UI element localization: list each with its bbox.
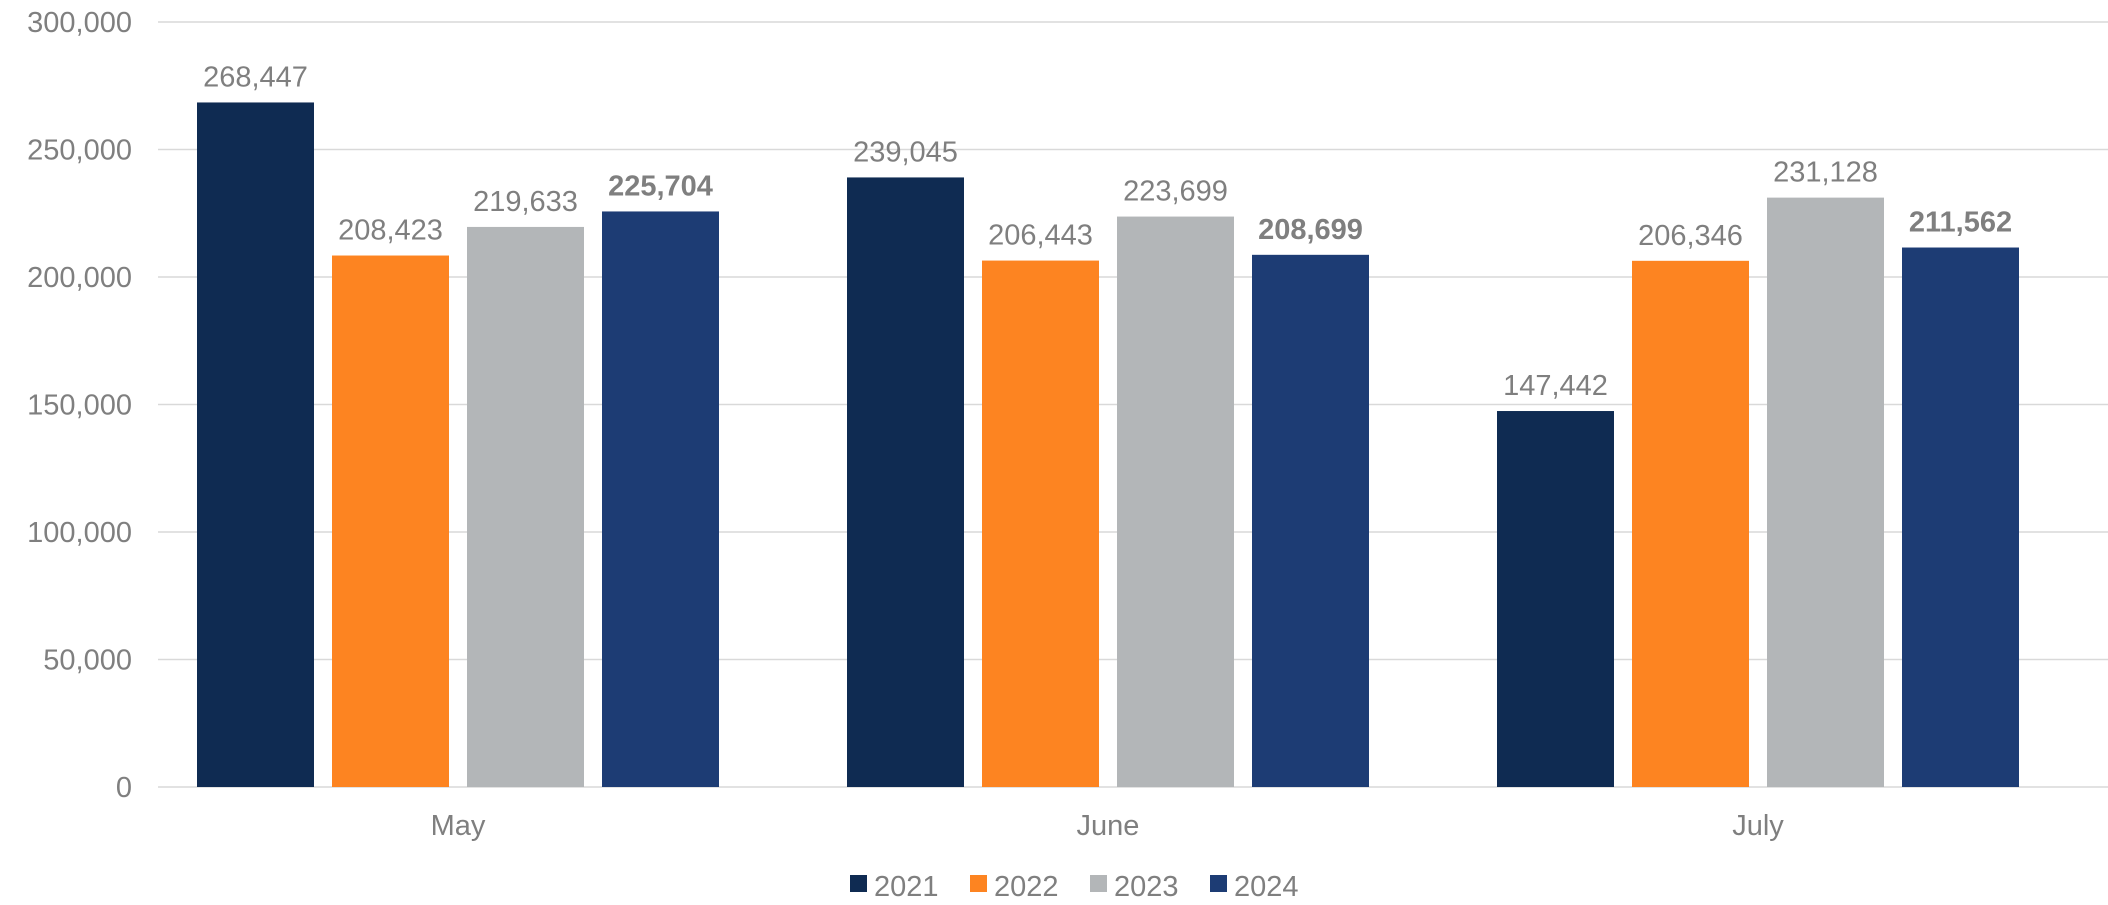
legend-item-2021: 2021 [850,871,939,903]
bar-2024-may [602,211,719,787]
data-label: 225,704 [608,170,713,202]
x-tick-label: July [1732,810,1784,842]
data-labels: 268,447 208,423 219,633 225,704 239,045 206,4… [203,61,2012,402]
legend-swatch [970,875,987,892]
bar-2022-july [1632,260,1749,787]
data-label: 208,423 [338,215,443,247]
data-label: 231,128 [1773,157,1878,189]
bar-2021-june [847,177,964,788]
y-tick-label: 300,000 [27,7,132,39]
data-label: 206,346 [1638,220,1743,252]
data-label: 206,443 [988,220,1093,252]
legend-swatch [850,875,867,892]
bar-2024-june [1252,254,1369,787]
bars [197,102,2019,788]
data-label: 239,045 [853,136,958,168]
data-label: 208,699 [1258,214,1363,246]
y-tick-label: 50,000 [43,645,132,677]
x-axis-tick-labels: May June July [431,810,1785,842]
y-tick-label: 200,000 [27,262,132,294]
data-label: 268,447 [203,61,308,93]
bar-2023-june [1117,216,1234,787]
y-tick-label: 0 [116,772,132,804]
data-label: 219,633 [473,186,578,218]
legend-swatch [1210,875,1227,892]
y-tick-label: 150,000 [27,390,132,422]
legend-item-2023: 2023 [1090,871,1179,903]
legend-item-2024: 2024 [1210,871,1299,903]
legend-label: 2021 [874,871,939,900]
x-tick-label: May [431,810,486,842]
bar-2021-july [1497,411,1614,787]
y-tick-label: 250,000 [27,135,132,167]
legend-label: 2022 [994,871,1059,900]
data-label: 223,699 [1123,176,1228,208]
bar-2022-june [982,260,1099,788]
y-axis-tick-labels: 0 50,000 100,000 150,000 200,000 250,000 300,0… [27,7,132,804]
bar-2022-may [332,255,449,787]
legend: 2021 2022 2023 2024 [850,871,1299,903]
legend-label: 2024 [1234,871,1299,900]
data-label: 211,562 [1909,207,2012,239]
x-tick-label: June [1077,810,1140,842]
data-label: 147,442 [1503,370,1608,402]
legend-swatch [1090,875,1107,892]
bar-2023-july [1767,197,1884,787]
legend-item-2022: 2022 [970,871,1059,903]
bar-2023-may [467,226,584,787]
bar-2021-may [197,102,314,788]
bar-2024-july [1902,247,2019,787]
y-tick-label: 100,000 [27,517,132,549]
legend-label: 2023 [1114,871,1179,900]
